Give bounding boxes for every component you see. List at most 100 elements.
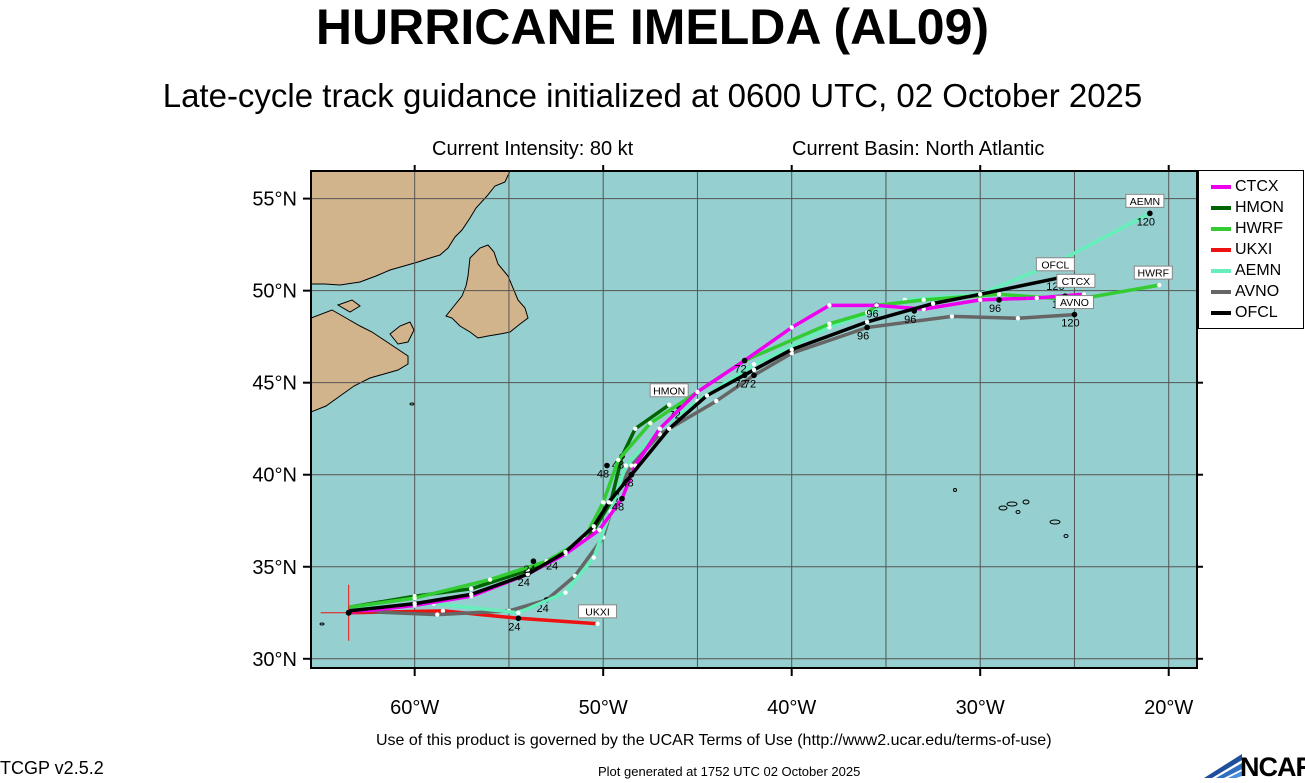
track-point <box>874 303 879 308</box>
track-point <box>666 402 672 407</box>
hour-label: 48 <box>597 469 609 481</box>
map-title: HURRICANE IMELDA (AL09) <box>315 0 990 55</box>
hour-marker <box>619 495 625 502</box>
legend-label: AVNO <box>1235 283 1280 300</box>
track-end-label-text: HWRF <box>1138 268 1170 280</box>
track-end-label-text: UKXI <box>585 606 610 618</box>
track-point <box>930 301 936 306</box>
track-point <box>921 297 926 303</box>
hour-label: 72 <box>744 378 756 390</box>
legend-label: HWRF <box>1235 220 1283 237</box>
track-end-label-text: AVNO <box>1060 297 1089 309</box>
track-point <box>487 577 493 582</box>
ncar-logo-text: NCAR <box>1240 752 1305 782</box>
x-tick-label: 60°W <box>390 697 439 719</box>
hour-marker <box>628 471 635 478</box>
track-point <box>666 426 672 431</box>
track-point <box>525 571 530 577</box>
legend-swatch <box>1211 269 1231 273</box>
hour-label: 48 <box>612 502 624 514</box>
track-point <box>949 314 955 319</box>
hour-marker <box>1071 311 1078 318</box>
x-tick-label: 40°W <box>767 697 816 719</box>
track-point <box>1157 282 1162 288</box>
hour-marker <box>996 297 1002 303</box>
land-masses <box>311 171 529 413</box>
track-point <box>616 457 621 463</box>
track-point <box>864 319 870 325</box>
legend-swatch <box>1211 185 1231 189</box>
y-tick-label: 45°N <box>252 373 297 395</box>
hour-marker <box>530 558 537 565</box>
hour-marker <box>604 462 610 469</box>
track-point <box>595 621 600 627</box>
track-point <box>591 555 596 560</box>
hour-label: 24 <box>518 577 530 589</box>
track-point <box>633 426 638 431</box>
cape-breton-land <box>389 321 415 345</box>
initial-position-marker <box>320 584 377 641</box>
track-point <box>789 325 794 330</box>
hour-label: 24 <box>537 603 549 615</box>
track-point <box>864 310 870 315</box>
track-point <box>827 325 832 330</box>
newfoundland-land <box>445 244 529 339</box>
track-point <box>978 297 983 303</box>
pei-land <box>336 299 361 313</box>
hour-marker <box>741 372 748 379</box>
track-point <box>996 292 1002 297</box>
legend-swatch <box>1211 248 1231 252</box>
track-point <box>1015 316 1021 321</box>
axis-ticks: 60°W 50°W 40°W 30°W 20°W 55°N 50°N 45°N 40°N 35°N… <box>252 165 1203 719</box>
track-point <box>629 463 634 468</box>
track-end-label-ofcl: OFCL <box>1035 257 1075 272</box>
map-subtitle: Late-cycle track guidance initialized at… <box>162 77 1143 114</box>
hour-label: 96 <box>857 330 869 342</box>
track-end-label-text: CTCX <box>1062 276 1091 288</box>
generated-timestamp: Plot generated at 1752 UTC 02 October 20… <box>598 764 861 779</box>
hour-label: 24 <box>523 564 535 576</box>
x-tick-label: 50°W <box>579 697 628 719</box>
hour-label: 96 <box>904 314 916 326</box>
track-point <box>648 420 653 426</box>
track-end-label-text: OFCL <box>1041 259 1069 271</box>
current-intensity: Current Intensity: 80 kt <box>432 138 634 160</box>
track-point <box>623 463 629 468</box>
track-point <box>469 586 474 592</box>
track-end-labels: UKXI AVNO AEMN HMON HWRF CTCX OFCL <box>578 193 1173 619</box>
track-point <box>597 527 602 533</box>
legend: CTCX HMON HWRF UKXI AEMN AVNO OFCL <box>1198 170 1304 329</box>
model-tracks: 2424487296120120244872489624487296120244… <box>348 210 1162 633</box>
track-end-label-avno: AVNO <box>1054 295 1094 310</box>
track-point <box>978 292 983 297</box>
track-point <box>789 347 794 352</box>
version-label: TCGP v2.5.2 <box>0 758 104 778</box>
track-point <box>827 303 832 308</box>
init-dot <box>345 609 352 616</box>
hour-label: 24 <box>508 621 520 633</box>
track-point <box>695 389 700 395</box>
nova-scotia-land <box>311 309 409 413</box>
y-tick-label: 55°N <box>252 189 297 211</box>
track-point <box>563 590 568 595</box>
track-ofcl <box>348 276 1060 613</box>
legend-swatch <box>1211 290 1231 294</box>
legend-label: OFCL <box>1235 304 1278 321</box>
hour-label: 96 <box>866 308 878 320</box>
track-point <box>704 393 710 398</box>
track-point <box>751 362 757 367</box>
track-point <box>606 500 612 505</box>
labrador-land <box>311 171 511 286</box>
y-tick-label: 40°N <box>252 465 297 487</box>
hour-marker <box>515 615 522 622</box>
hour-label: 120 <box>1137 216 1155 228</box>
track-end-label-text: HMON <box>653 385 685 397</box>
x-tick-label: 20°W <box>1144 697 1193 719</box>
hour-label: 72 <box>734 378 746 390</box>
track-point <box>657 426 662 431</box>
track-point <box>714 398 719 404</box>
track-end-label-ukxi: UKXI <box>578 604 618 619</box>
hour-marker <box>911 308 918 314</box>
lat-lon-grid <box>311 171 1197 668</box>
